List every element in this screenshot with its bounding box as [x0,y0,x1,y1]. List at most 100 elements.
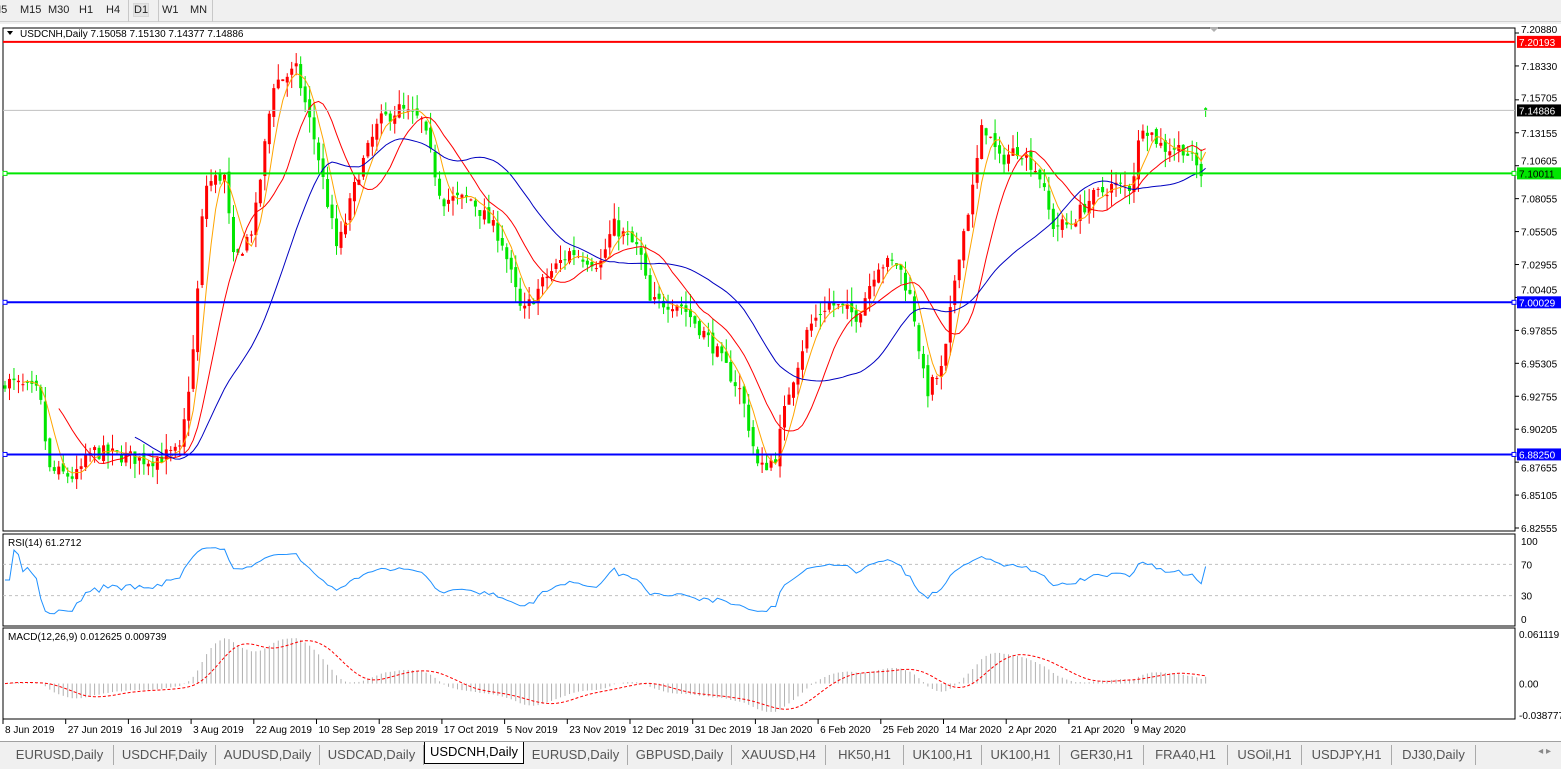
candle-body [361,157,365,177]
level-handle [2,170,8,176]
chart-tab[interactable]: USOil,H1 [1228,745,1302,765]
collapse-triangle-icon[interactable] [7,31,13,35]
macd-label: MACD(12,26,9) 0.012625 0.009739 [8,632,167,643]
candle-body [536,288,540,302]
chart-tab[interactable]: USDCHF,Daily [114,745,216,765]
level-handle [1511,451,1517,457]
candle-body [912,296,916,322]
candle-body [590,262,594,267]
candle-body [66,473,70,477]
candle-body [1007,154,1011,164]
candle-body [984,128,988,136]
timeframe-d1[interactable]: D1 [132,3,150,17]
candle-body [415,108,419,116]
candle-body [424,121,428,131]
timeframe-m15[interactable]: M15 [20,4,42,16]
price-level-value: 6.88250 [1519,450,1556,461]
candle-body [836,304,840,306]
candle-body [787,394,791,405]
chart-tab[interactable]: UK100,H1 [904,745,982,765]
candle-body [1047,190,1051,210]
candle-body [182,419,186,447]
timeframe-w1[interactable]: W1 [162,4,179,16]
price-level-tag [1517,448,1561,461]
candle-body [240,253,244,256]
chart-tab[interactable]: EURUSD,Daily [524,745,628,765]
candle-body [760,462,764,465]
candle-body [550,271,554,278]
candle-body [1172,148,1176,150]
macd-axis-label: -0.038777 [1519,711,1561,722]
chart-tab[interactable]: EURUSD,Daily [6,745,114,765]
candle-body [626,233,630,235]
tab-scroll-arrows-icon[interactable]: ◂ ▸ [1538,746,1551,757]
candle-body [930,376,934,395]
chart-window[interactable]: USDCNH,Daily 7.15058 7.15130 7.14377 7.1… [0,24,1561,741]
candle-body [796,367,800,385]
candle-body [343,222,347,235]
candle-body [429,127,433,149]
rsi-axis-label: 70 [1521,560,1533,571]
chart-tab[interactable]: USDJPY,H1 [1302,745,1392,765]
candle-body [644,253,648,276]
chart-tab[interactable]: AUDUSD,Daily [216,745,320,765]
candle-body [711,332,715,354]
chart-tab[interactable]: DJ30,Daily [1392,745,1476,765]
timeframe-m30[interactable]: M30 [48,4,70,16]
candle-body [523,305,527,309]
candle-body [935,377,939,379]
candle-body [635,242,639,245]
candle-body [142,452,146,465]
candle-body [160,456,164,463]
candle-body [697,321,701,336]
candle-body [478,210,482,216]
chart-tab[interactable]: GBPUSD,Daily [628,745,732,765]
macd-signal-line [4,640,1206,710]
candle-body [917,325,921,352]
candle-body [1011,148,1015,156]
candle-body [214,175,218,185]
candle-body [1092,189,1096,205]
candle-body [1105,195,1109,197]
candle-body [1033,171,1037,173]
toolbar-separator [212,0,213,22]
candle-body [460,194,464,198]
chart-canvas[interactable]: USDCNH,Daily 7.15058 7.15130 7.14377 7.1… [0,24,1561,741]
toolbar-separator [158,0,159,22]
timeframe-h4[interactable]: H4 [106,4,121,16]
candle-body [603,249,607,258]
candle-body [608,234,612,248]
candle-body [124,452,128,463]
chart-tab[interactable]: FRA40,H1 [1144,745,1228,765]
chart-tab[interactable]: HK50,H1 [826,745,904,765]
candle-body [671,309,675,312]
timeframe-mn[interactable]: MN [190,4,208,16]
candle-body [263,141,267,177]
candle-body [666,306,670,310]
chart-tab[interactable]: XAUUSD,H4 [732,745,826,765]
candle-body [662,300,666,308]
candle-body [545,276,549,279]
chart-tab[interactable]: USDCAD,Daily [320,745,424,765]
price-axis-label: 7.08055 [1521,195,1558,206]
timeframe-h1[interactable]: H1 [79,4,94,16]
rsi-line [5,547,1207,615]
candle-body [249,234,253,236]
candle-body [953,280,957,305]
timeframe-m5[interactable]: M5 [0,4,8,16]
candle-body [173,446,177,451]
candle-body [299,64,303,89]
date-axis-label: 25 Feb 2020 [883,725,940,736]
chart-tab[interactable]: GER30,H1 [1060,745,1144,765]
chart-tab[interactable]: USDCNH,Daily [424,742,524,764]
candle-body [756,449,760,464]
candle-body [267,113,271,145]
candle-body [738,388,742,390]
candle-body [61,463,65,472]
candle-body [1119,182,1123,184]
date-axis-label: 21 Apr 2020 [1071,725,1125,736]
candle-body [774,459,778,463]
level-handle [2,299,8,305]
chart-tab[interactable]: UK100,H1 [982,745,1060,765]
candle-body [791,382,795,398]
